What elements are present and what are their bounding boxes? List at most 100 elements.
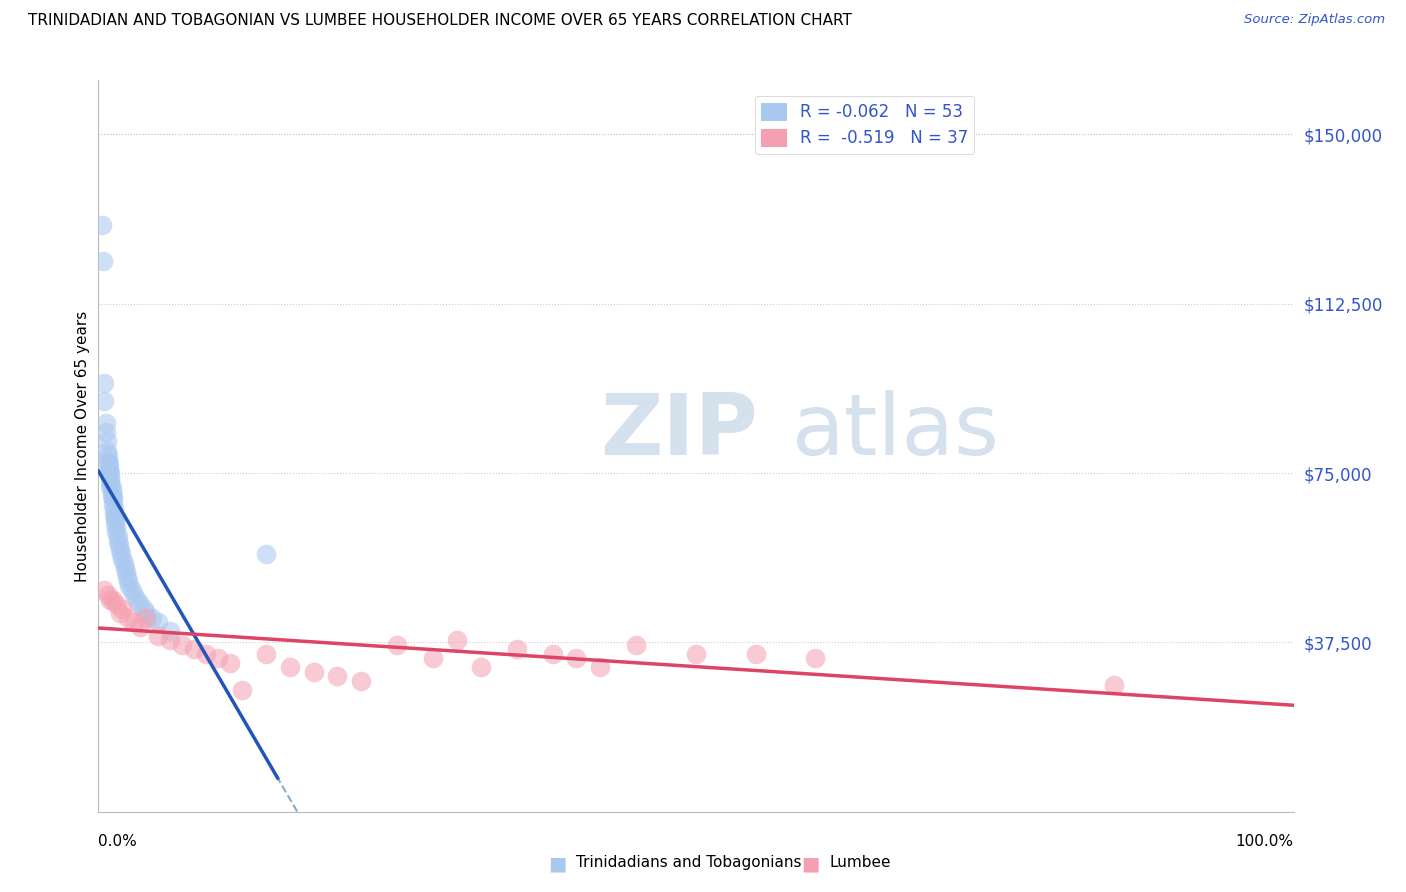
Point bbox=[98, 480, 122, 494]
Point bbox=[98, 466, 122, 480]
Text: 0.0%: 0.0% bbox=[98, 834, 138, 849]
Point bbox=[105, 520, 128, 534]
Point bbox=[254, 547, 277, 561]
Point bbox=[93, 583, 115, 598]
Point bbox=[111, 552, 134, 566]
Point bbox=[96, 443, 118, 458]
Point bbox=[129, 619, 152, 633]
Point bbox=[148, 629, 170, 643]
Point bbox=[108, 606, 131, 620]
Point bbox=[100, 480, 122, 494]
Point bbox=[302, 665, 325, 679]
Point bbox=[183, 642, 205, 657]
Point bbox=[93, 393, 115, 408]
Point bbox=[115, 566, 138, 580]
Point bbox=[135, 610, 157, 624]
Point bbox=[115, 570, 138, 584]
Point bbox=[207, 651, 229, 665]
Point bbox=[132, 601, 155, 615]
Point bbox=[97, 457, 120, 471]
Point bbox=[108, 542, 131, 557]
Point bbox=[117, 574, 139, 589]
Point bbox=[385, 638, 409, 652]
Point bbox=[422, 651, 444, 665]
Point bbox=[745, 647, 768, 661]
Point bbox=[98, 461, 121, 475]
Point bbox=[107, 538, 129, 552]
Text: ■: ■ bbox=[548, 855, 567, 873]
Point bbox=[101, 592, 124, 607]
Point bbox=[685, 647, 707, 661]
Point bbox=[141, 610, 163, 624]
Legend: R = -0.062   N = 53, R =  -0.519   N = 37: R = -0.062 N = 53, R = -0.519 N = 37 bbox=[755, 96, 974, 154]
Point bbox=[1102, 678, 1125, 692]
Point bbox=[100, 484, 122, 499]
Point bbox=[107, 529, 129, 543]
Point bbox=[117, 610, 139, 624]
Point bbox=[541, 647, 564, 661]
Point bbox=[159, 633, 181, 648]
Point bbox=[172, 638, 194, 652]
Point bbox=[93, 376, 115, 390]
Point bbox=[98, 457, 121, 471]
Point bbox=[589, 660, 612, 674]
Point bbox=[101, 498, 124, 512]
Point bbox=[124, 588, 146, 602]
Point bbox=[97, 588, 120, 602]
Text: 100.0%: 100.0% bbox=[1236, 834, 1294, 849]
Text: atlas: atlas bbox=[792, 390, 1000, 473]
Point bbox=[97, 452, 120, 467]
Point bbox=[135, 606, 157, 620]
Point bbox=[96, 434, 118, 449]
Point bbox=[94, 425, 117, 440]
Point bbox=[110, 547, 132, 561]
Point bbox=[100, 489, 122, 503]
Text: Source: ZipAtlas.com: Source: ZipAtlas.com bbox=[1244, 13, 1385, 27]
Point bbox=[626, 638, 648, 652]
Point bbox=[103, 502, 125, 516]
Text: Trinidadians and Tobagonians: Trinidadians and Tobagonians bbox=[576, 855, 801, 870]
Point bbox=[97, 448, 120, 462]
Point bbox=[104, 516, 127, 530]
Point bbox=[129, 597, 152, 611]
Point bbox=[159, 624, 181, 639]
Point bbox=[506, 642, 529, 657]
Point bbox=[105, 524, 128, 539]
Point bbox=[94, 417, 117, 431]
Point bbox=[125, 592, 148, 607]
Point bbox=[101, 493, 124, 508]
Point bbox=[470, 660, 492, 674]
Point bbox=[278, 660, 301, 674]
Point bbox=[326, 669, 349, 683]
Point bbox=[219, 656, 242, 670]
Point bbox=[194, 647, 218, 661]
Point bbox=[104, 511, 127, 525]
Point bbox=[446, 633, 468, 648]
Point bbox=[105, 597, 128, 611]
Point bbox=[91, 253, 114, 268]
Text: TRINIDADIAN AND TOBAGONIAN VS LUMBEE HOUSEHOLDER INCOME OVER 65 YEARS CORRELATIO: TRINIDADIAN AND TOBAGONIAN VS LUMBEE HOU… bbox=[28, 13, 852, 29]
Point bbox=[98, 466, 121, 480]
Point bbox=[104, 511, 127, 525]
Point bbox=[111, 601, 134, 615]
Point bbox=[107, 533, 129, 548]
Point bbox=[254, 647, 277, 661]
Point bbox=[101, 489, 124, 503]
Point bbox=[231, 682, 253, 697]
Point bbox=[804, 651, 827, 665]
Point bbox=[98, 470, 122, 484]
Point bbox=[124, 615, 146, 629]
Text: ZIP: ZIP bbox=[600, 390, 758, 473]
Point bbox=[148, 615, 170, 629]
Point bbox=[118, 579, 141, 593]
Point bbox=[112, 557, 135, 571]
Text: Lumbee: Lumbee bbox=[830, 855, 891, 870]
Y-axis label: Householder Income Over 65 years: Householder Income Over 65 years bbox=[75, 310, 90, 582]
Point bbox=[91, 218, 114, 232]
Point bbox=[565, 651, 588, 665]
Point bbox=[350, 673, 373, 688]
Point bbox=[103, 507, 125, 521]
Point bbox=[98, 475, 122, 489]
Point bbox=[114, 561, 136, 575]
Point bbox=[121, 583, 143, 598]
